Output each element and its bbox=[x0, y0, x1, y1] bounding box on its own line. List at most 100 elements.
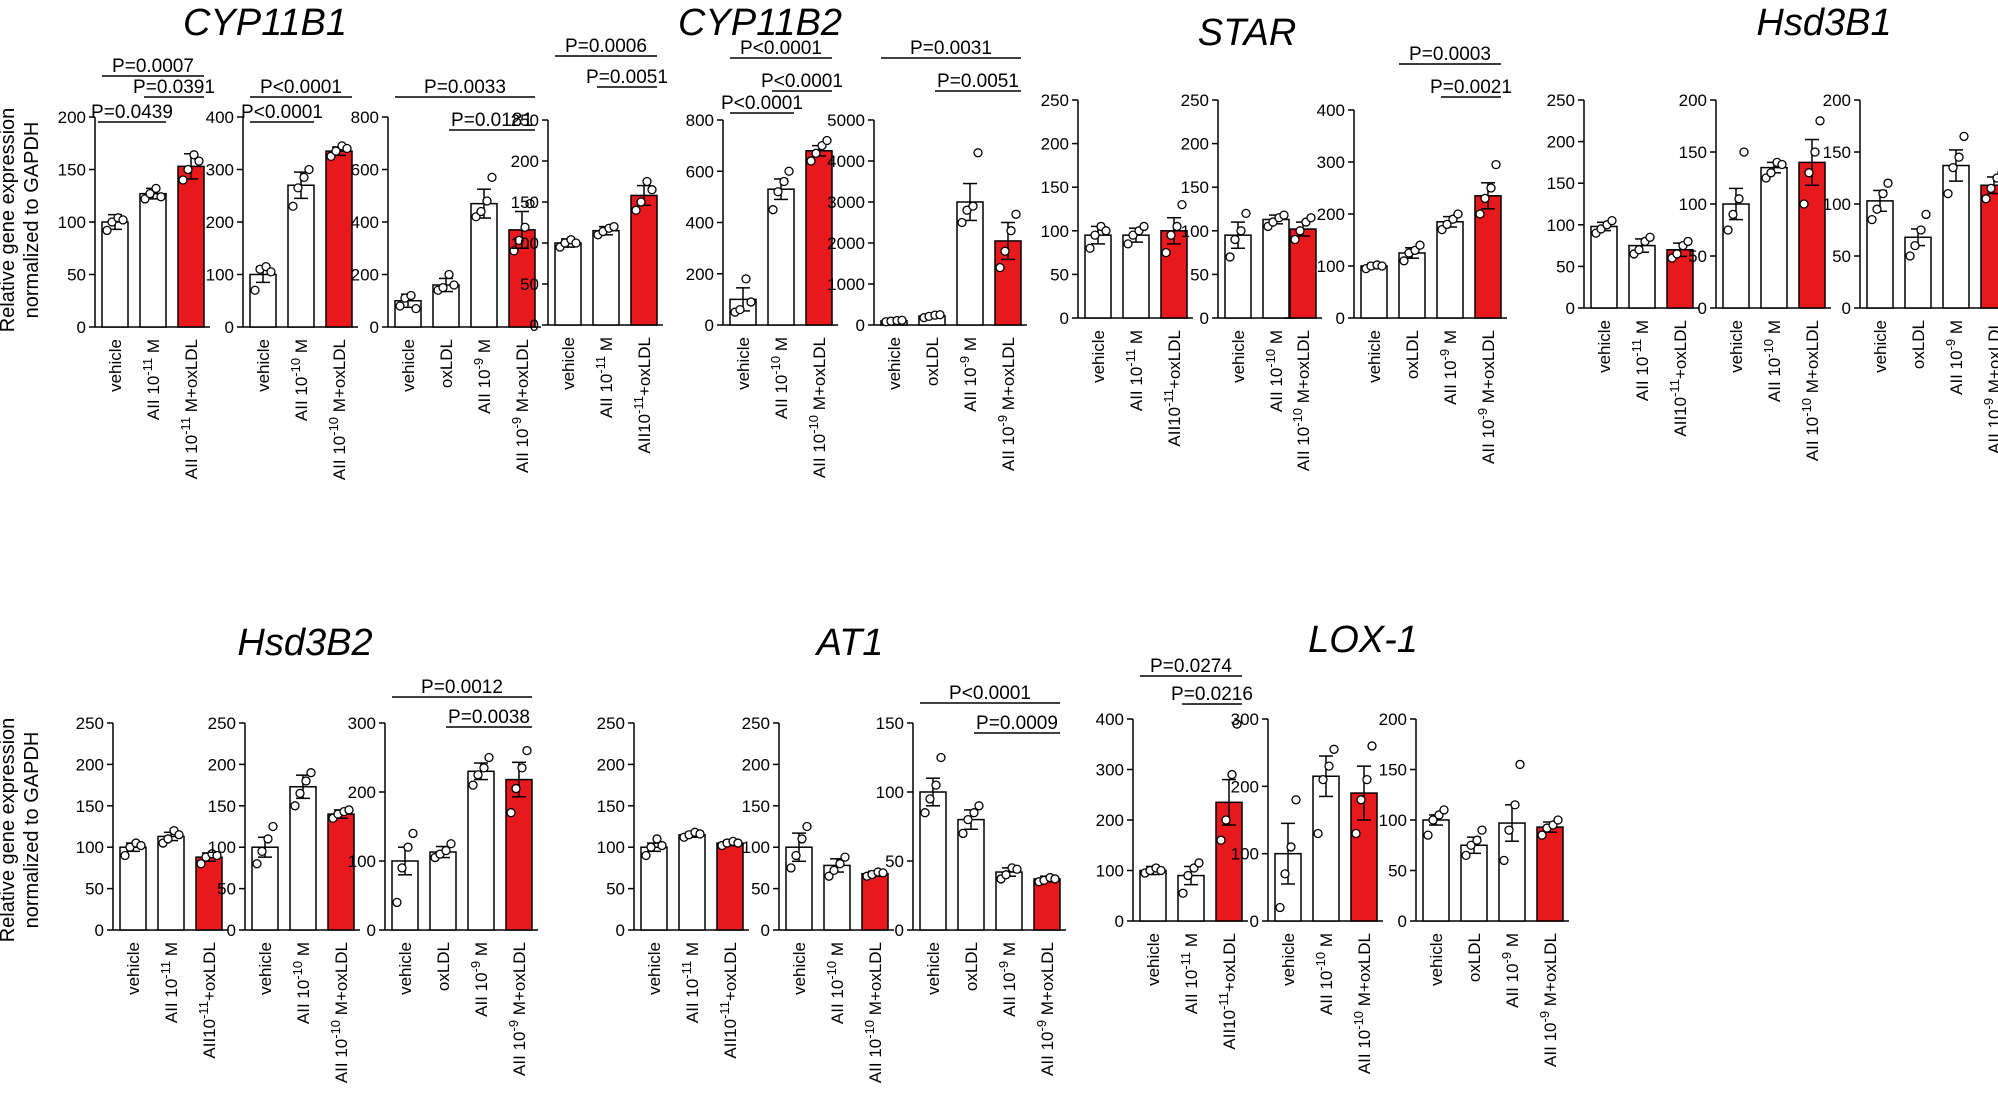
data-point bbox=[1306, 213, 1316, 223]
panel-9: 0 100 200 300 400 vehicle oxLDL AII 10-9 M AII 1… bbox=[1317, 44, 1512, 464]
panel-title: AT1 bbox=[815, 622, 884, 664]
panel-18: 0 50 100 150 vehicle oxLDL AII 10-9 M AII 10-9 … bbox=[876, 683, 1066, 1076]
y-tick-label: 400 bbox=[1096, 710, 1124, 729]
data-point bbox=[1324, 761, 1334, 771]
y-tick-label: 50 bbox=[85, 880, 104, 899]
y-tick-label: 200 bbox=[1547, 133, 1575, 152]
y-tick-label: 100 bbox=[1041, 222, 1069, 241]
data-point bbox=[1916, 225, 1926, 235]
y-tick-label: 50 bbox=[1688, 247, 1707, 266]
panel-0: CYP11B1 0 50 100 150 200 vehicle AII 10-11 M AII… bbox=[58, 2, 347, 479]
panel-1: 0 100 200 300 400 vehicle AII 10-10 M AII 10-10… bbox=[206, 77, 358, 480]
y-tick-label: 150 bbox=[1823, 143, 1851, 162]
panel-8: AII 10-10 M+oxLDL bbox=[1284, 213, 1322, 471]
y-tick-label: 50 bbox=[1388, 862, 1407, 881]
y-tick-label: 150 bbox=[76, 797, 104, 816]
significance-label: P=0.0051 bbox=[586, 67, 668, 88]
significance-label: P=0.0181 bbox=[451, 110, 533, 131]
x-category-label: AII 10-10 M bbox=[824, 942, 848, 1024]
y-tick-label: 250 bbox=[1181, 91, 1209, 110]
data-point bbox=[408, 828, 418, 839]
x-category-label: vehicle bbox=[1595, 320, 1614, 373]
x-category-label: AII 10-10 M bbox=[288, 339, 312, 421]
significance-label: P=0.0391 bbox=[133, 77, 215, 98]
x-category-label: vehicle bbox=[645, 942, 664, 995]
y-tick-label: 100 bbox=[1181, 222, 1209, 241]
significance-label: P=0.0038 bbox=[448, 707, 530, 728]
bar bbox=[1122, 234, 1150, 319]
data-point bbox=[392, 897, 402, 908]
data-point bbox=[120, 850, 130, 861]
y-tick-label: 250 bbox=[742, 714, 770, 733]
y-tick-label: 150 bbox=[511, 193, 539, 212]
bar bbox=[1160, 230, 1188, 319]
data-point bbox=[476, 206, 486, 217]
significance-label: P=0.0007 bbox=[112, 56, 194, 77]
y-tick-label: 100 bbox=[1547, 216, 1575, 235]
bar bbox=[1904, 236, 1932, 309]
data-point bbox=[1878, 188, 1888, 199]
bar bbox=[325, 150, 353, 328]
y-tick-label: 0 bbox=[1060, 309, 1069, 328]
y-tick-label: 50 bbox=[885, 852, 904, 871]
y-tick-label: 200 bbox=[351, 266, 379, 285]
x-category-label: vehicle bbox=[924, 942, 943, 995]
data-point bbox=[1461, 850, 1471, 860]
bar bbox=[1722, 203, 1750, 309]
data-point bbox=[1553, 815, 1563, 825]
x-category-label: vehicle bbox=[256, 942, 275, 995]
y-tick-label: 200 bbox=[686, 265, 714, 284]
bar bbox=[1350, 792, 1378, 922]
data-point bbox=[266, 267, 276, 277]
data-point bbox=[438, 282, 448, 293]
data-point bbox=[250, 285, 260, 295]
significance-label: P=0.0009 bbox=[976, 713, 1058, 734]
x-category-label: AII 10-9 M bbox=[1499, 933, 1523, 1008]
data-point bbox=[958, 828, 968, 839]
y-tick-label: 0 bbox=[1698, 299, 1707, 318]
y-tick-label: 0 bbox=[95, 921, 104, 940]
data-point bbox=[935, 310, 945, 320]
y-tick-label: 0 bbox=[1200, 309, 1209, 328]
data-point bbox=[295, 788, 305, 799]
data-point bbox=[973, 148, 983, 158]
data-point bbox=[511, 783, 521, 794]
x-category-label: vehicle bbox=[1279, 933, 1298, 986]
data-point bbox=[609, 221, 619, 232]
x-category-label: AII 10-11 M+oxLDL bbox=[178, 339, 202, 479]
data-point bbox=[791, 850, 801, 861]
data-point bbox=[1227, 769, 1237, 780]
bar bbox=[1312, 775, 1340, 922]
bar bbox=[249, 273, 277, 328]
data-point bbox=[1986, 183, 1996, 194]
x-category-label: AII 10-10 M bbox=[1263, 330, 1287, 412]
data-point bbox=[631, 205, 641, 215]
x-category-label: vehicle bbox=[790, 942, 809, 995]
data-point bbox=[1006, 226, 1016, 236]
y-tick-label: 300 bbox=[348, 714, 376, 733]
bar bbox=[101, 221, 129, 328]
y-tick-label: 150 bbox=[597, 797, 625, 816]
data-point bbox=[506, 808, 516, 818]
bar bbox=[1760, 166, 1788, 309]
y-tick-label: 0 bbox=[1842, 299, 1851, 318]
y-tick-label: 100 bbox=[742, 838, 770, 857]
x-category-label: AII 10-9 M bbox=[996, 942, 1020, 1017]
data-point bbox=[1739, 147, 1749, 157]
panel-14: 0 50 100 150 200 250 vehicle AII 10-10 M AII 10-… bbox=[208, 714, 360, 1083]
y-tick-label: 400 bbox=[686, 214, 714, 233]
y-tick-label: 100 bbox=[597, 838, 625, 857]
x-category-label: vehicle bbox=[399, 339, 418, 392]
y-tick-label: 600 bbox=[686, 162, 714, 181]
data-point bbox=[1230, 234, 1240, 245]
x-category-label: AII 10-9 M+oxLDL bbox=[995, 337, 1019, 471]
bar bbox=[592, 229, 620, 326]
data-point bbox=[1183, 870, 1193, 881]
y-tick-label: 100 bbox=[1096, 862, 1124, 881]
data-point bbox=[1959, 131, 1969, 142]
panel-10: Hsd3B1 0 50 100 150 200 250 vehicle AII 10-11 M A… bbox=[1547, 2, 1892, 437]
data-point bbox=[1607, 215, 1617, 226]
data-point bbox=[936, 752, 946, 763]
bar bbox=[716, 842, 744, 931]
data-point bbox=[995, 262, 1005, 273]
